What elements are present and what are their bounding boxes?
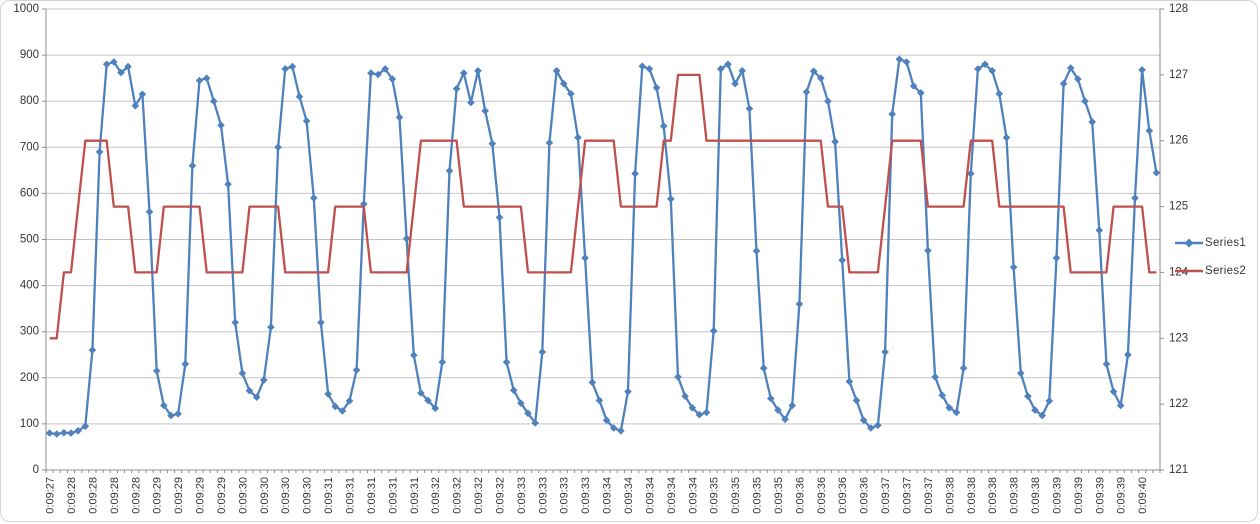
x-axis-label: 0:09:35 [730, 477, 742, 514]
series2-legend-marker-icon [1175, 269, 1203, 273]
x-axis-label: 0:09:31 [409, 477, 421, 514]
x-axis-label: 0:09:36 [816, 477, 828, 514]
x-axis-label: 0:09:39 [1094, 477, 1106, 514]
legend: Series1 Series2 [1175, 234, 1246, 290]
y-axis-left-label: 100 [20, 418, 39, 430]
x-axis-label: 0:09:30 [237, 477, 249, 514]
series2-line[interactable] [49, 73, 1157, 340]
x-axis-label: 0:09:39 [1116, 477, 1128, 514]
x-axis-label: 0:09:36 [837, 477, 849, 514]
x-axis-label: 0:09:30 [302, 477, 314, 514]
x-axis-label: 0:09:33 [580, 477, 592, 514]
y-axis-left-label: 700 [20, 141, 39, 153]
x-axis-label: 0:09:37 [923, 477, 935, 514]
x-axis-label: 0:09:38 [987, 477, 999, 514]
x-axis-label: 0:09:28 [87, 477, 99, 514]
y-axis-right-label: 123 [1169, 332, 1188, 344]
y-axis-left-label: 1000 [13, 3, 39, 15]
x-axis-label: 0:09:31 [366, 477, 378, 514]
x-axis-label: 0:09:29 [216, 477, 228, 514]
series1-legend-marker-icon [1175, 238, 1203, 248]
x-axis-label: 0:09:38 [944, 477, 956, 514]
x-axis-label: 0:09:35 [752, 477, 764, 514]
x-axis-label: 0:09:40 [1137, 477, 1149, 514]
y-axis-left-label: 800 [20, 95, 39, 107]
x-axis-label: 0:09:33 [537, 477, 549, 514]
y-axis-left-label: 200 [20, 372, 39, 384]
x-axis-label: 0:09:29 [173, 477, 185, 514]
x-axis-label: 0:09:33 [516, 477, 528, 514]
x-axis-label: 0:09:34 [687, 477, 699, 514]
x-axis-label: 0:09:32 [452, 477, 464, 514]
y-axis-left-label: 900 [20, 49, 39, 61]
y-axis-right-label: 128 [1169, 3, 1188, 15]
x-axis-label: 0:09:34 [623, 477, 635, 514]
x-axis-label: 0:09:37 [880, 477, 892, 514]
y-axis-right-label: 122 [1169, 398, 1188, 410]
x-axis-label: 0:09:38 [966, 477, 978, 514]
y-axis-right-label: 126 [1169, 135, 1188, 147]
series1-line[interactable] [49, 58, 1158, 436]
x-axis-label: 0:09:29 [152, 477, 164, 514]
x-axis-label: 0:09:30 [259, 477, 271, 514]
x-axis-label: 0:09:36 [859, 477, 871, 514]
x-axis-label: 0:09:38 [1030, 477, 1042, 514]
left-axis-ticks [42, 8, 46, 471]
x-axis-label: 0:09:29 [195, 477, 207, 514]
x-axis-label: 0:09:37 [901, 477, 913, 514]
x-axis-ticks [45, 470, 1161, 473]
legend-item-series1[interactable]: Series1 [1175, 234, 1246, 252]
x-axis-label: 0:09:27 [45, 477, 57, 514]
series1-markers[interactable] [45, 55, 1161, 438]
x-axis-label: 0:09:32 [473, 477, 485, 514]
x-axis-label: 0:09:34 [602, 477, 614, 514]
x-axis-label: 0:09:36 [794, 477, 806, 514]
y-axis-right-label: 124 [1169, 266, 1189, 278]
x-axis-label: 0:09:28 [66, 477, 78, 514]
x-axis-label: 0:09:32 [430, 477, 442, 514]
x-axis-label: 0:09:33 [559, 477, 571, 514]
y-axis-left-label: 500 [20, 234, 39, 246]
y-axis-left-label: 300 [20, 326, 39, 338]
x-axis-label: 0:09:39 [1073, 477, 1085, 514]
x-axis-label: 0:09:39 [1051, 477, 1063, 514]
y-axis-left-label: 0 [33, 464, 39, 476]
y-axis-right-label: 125 [1169, 201, 1188, 213]
y-axis-left-label: 400 [20, 280, 39, 292]
x-axis-label: 0:09:34 [644, 477, 656, 514]
x-axis-label: 0:09:35 [709, 477, 721, 514]
legend-label-series1: Series1 [1205, 237, 1247, 249]
legend-item-series2[interactable]: Series2 [1175, 262, 1246, 280]
x-axis-label: 0:09:31 [387, 477, 399, 514]
x-axis-label: 0:09:28 [109, 477, 121, 514]
x-axis-label: 0:09:32 [494, 477, 506, 514]
y-axis-left-label: 600 [20, 187, 39, 199]
right-axis-ticks [1160, 8, 1164, 471]
legend-label-series2: Series2 [1205, 265, 1247, 277]
x-axis-label: 0:09:38 [1009, 477, 1021, 514]
x-axis-label: 0:09:35 [773, 477, 785, 514]
x-axis-label: 0:09:31 [323, 477, 335, 514]
x-axis-label: 0:09:31 [344, 477, 356, 514]
y-axis-right-label: 127 [1169, 69, 1188, 81]
x-axis-label: 0:09:28 [130, 477, 142, 514]
x-axis-label: 0:09:34 [666, 477, 678, 514]
x-axis-label: 0:09:30 [280, 477, 292, 514]
y-axis-right-label: 121 [1169, 464, 1188, 476]
